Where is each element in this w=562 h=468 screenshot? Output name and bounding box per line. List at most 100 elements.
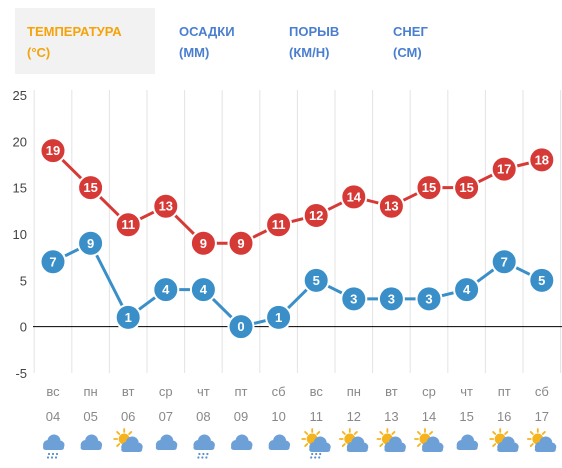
data-point[interactable] (490, 248, 518, 276)
data-point[interactable] (114, 211, 142, 239)
data-point[interactable] (377, 192, 405, 220)
x-date-label: 13 (384, 409, 398, 424)
y-tick-label: 20 (13, 134, 27, 149)
data-label: 19 (46, 143, 60, 158)
y-tick-label: 15 (13, 181, 27, 196)
tab-label: ПОРЫВ (289, 24, 340, 39)
tab-label: СНЕГ (393, 24, 428, 39)
data-point[interactable] (265, 303, 293, 331)
data-label: 7 (49, 254, 56, 269)
x-day-label: вс (310, 384, 324, 399)
x-day-label: вт (385, 384, 398, 399)
data-point[interactable] (528, 266, 556, 294)
tab-unit: (°C) (27, 45, 51, 60)
rain-cloud-icon (43, 434, 65, 459)
sun-cloud-icon (338, 428, 369, 452)
x-day-label: пн (347, 384, 361, 399)
sun-cloud-icon (526, 428, 557, 452)
data-point[interactable] (77, 229, 105, 257)
x-date-label: 14 (422, 409, 436, 424)
tab-precipitation[interactable]: ОСАДКИ (ММ) (167, 8, 267, 74)
y-tick-label: -5 (15, 366, 27, 381)
x-day-label: сб (272, 384, 286, 399)
data-point[interactable] (490, 155, 518, 183)
data-point[interactable] (265, 211, 293, 239)
data-point[interactable] (39, 137, 67, 165)
sun-cloud-rain-icon (301, 428, 331, 459)
data-label: 1 (125, 310, 132, 325)
data-label: 5 (538, 273, 545, 288)
data-point[interactable] (77, 174, 105, 202)
data-point[interactable] (528, 146, 556, 174)
y-tick-label: 5 (20, 273, 27, 288)
data-point[interactable] (302, 201, 330, 229)
data-point[interactable] (152, 192, 180, 220)
x-date-label: 10 (271, 409, 285, 424)
data-point[interactable] (152, 276, 180, 304)
x-day-label: вт (122, 384, 135, 399)
x-date-label: 09 (234, 409, 248, 424)
data-label: 3 (350, 291, 357, 306)
data-label: 11 (272, 217, 286, 232)
data-label: 9 (237, 236, 244, 251)
data-label: 14 (347, 189, 362, 204)
data-point[interactable] (415, 285, 443, 313)
data-point[interactable] (114, 303, 142, 331)
x-day-label: вс (46, 384, 60, 399)
cloud-icon (155, 434, 178, 450)
data-label: 15 (83, 180, 97, 195)
x-date-label: 08 (196, 409, 210, 424)
cloud-icon (268, 434, 291, 450)
data-point[interactable] (189, 276, 217, 304)
data-label: 15 (459, 180, 473, 195)
data-label: 17 (497, 162, 511, 177)
tab-snow[interactable]: СНЕГ (СМ) (381, 8, 481, 74)
x-date-label: 04 (46, 409, 60, 424)
y-tick-label: 0 (20, 320, 27, 335)
x-date-label: 05 (83, 409, 97, 424)
data-label: 12 (309, 208, 323, 223)
data-point[interactable] (340, 285, 368, 313)
data-label: 13 (159, 199, 173, 214)
y-tick-label: 10 (13, 227, 27, 242)
data-label: 18 (535, 152, 549, 167)
tab-unit: (КМ/Н) (289, 45, 330, 60)
data-point[interactable] (302, 266, 330, 294)
sun-cloud-icon (376, 428, 406, 452)
rain-cloud-icon (193, 434, 215, 459)
data-label: 3 (388, 291, 395, 306)
x-date-label: 07 (159, 409, 173, 424)
y-tick-label: 25 (13, 88, 27, 103)
data-point[interactable] (453, 276, 481, 304)
data-label: 11 (121, 217, 135, 232)
data-point[interactable] (227, 229, 255, 257)
data-point[interactable] (39, 248, 67, 276)
tab-label: ОСАДКИ (179, 24, 235, 39)
x-day-label: пт (498, 384, 511, 399)
x-date-label: 06 (121, 409, 135, 424)
tab-label: ТЕМПЕРАТУРА (27, 24, 122, 39)
data-point[interactable] (340, 183, 368, 211)
data-label: 3 (425, 291, 432, 306)
data-label: 9 (87, 236, 94, 251)
tab-temperature[interactable]: ТЕМПЕРАТУРА (°C) (15, 8, 155, 74)
data-point[interactable] (415, 174, 443, 202)
data-label: 4 (162, 282, 170, 297)
data-label: 4 (200, 282, 208, 297)
data-point[interactable] (377, 285, 405, 313)
data-point[interactable] (227, 313, 255, 341)
x-day-label: пн (83, 384, 97, 399)
x-date-label: 15 (459, 409, 473, 424)
tab-wind-gust[interactable]: ПОРЫВ (КМ/Н) (277, 8, 377, 74)
x-day-label: ср (159, 384, 173, 399)
x-date-label: 16 (497, 409, 511, 424)
data-point[interactable] (453, 174, 481, 202)
data-label: 4 (463, 282, 471, 297)
cloud-icon (456, 434, 479, 450)
data-point[interactable] (189, 229, 217, 257)
data-label: 0 (237, 319, 244, 334)
x-day-label: сб (535, 384, 549, 399)
x-day-label: ср (422, 384, 436, 399)
data-label: 1 (275, 310, 282, 325)
